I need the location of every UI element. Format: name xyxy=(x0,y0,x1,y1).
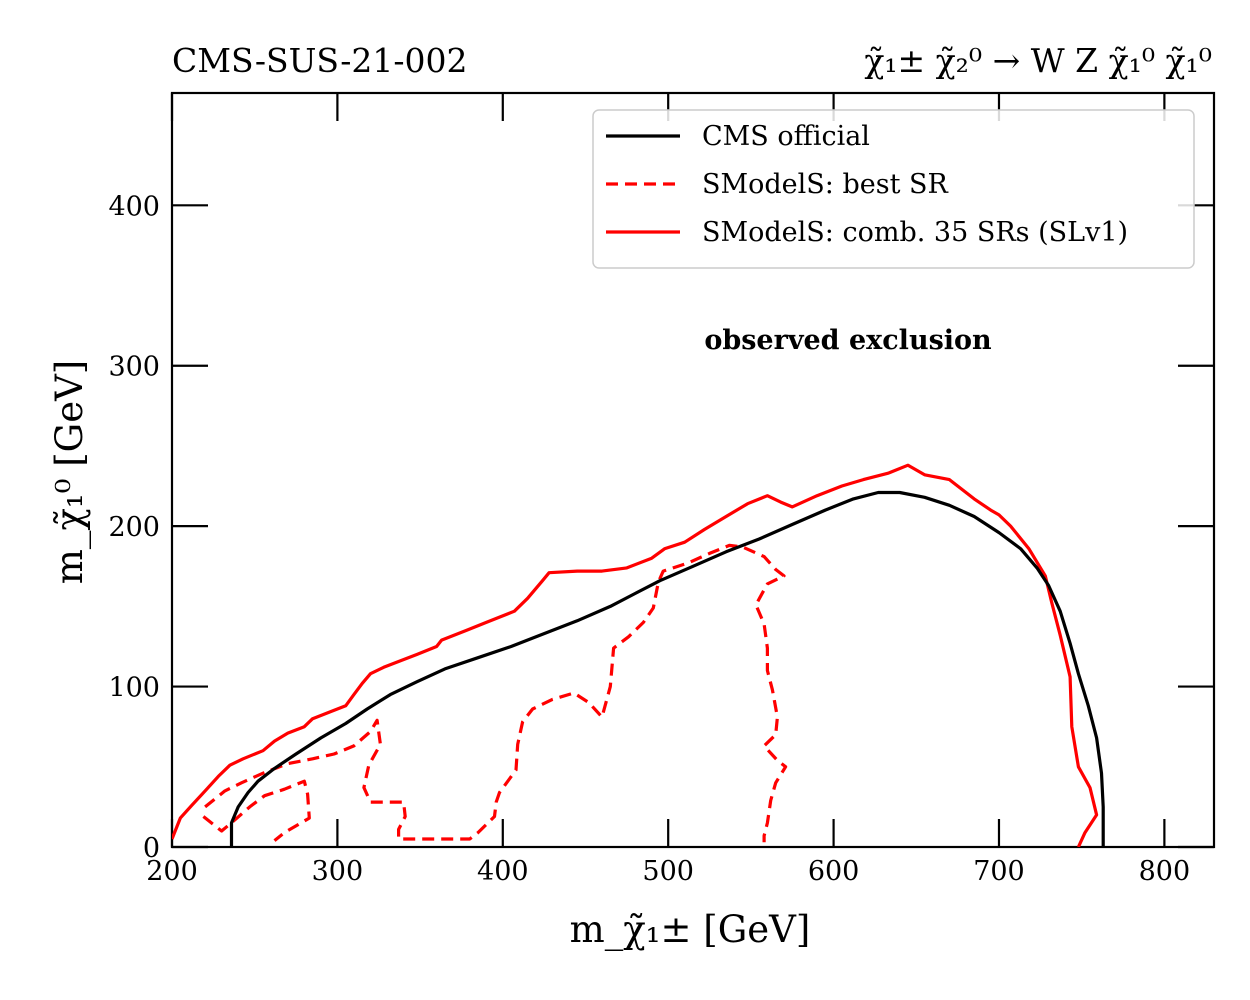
x-tick-label: 400 xyxy=(477,856,529,887)
annotation-observed-exclusion: observed exclusion xyxy=(704,325,992,356)
y-tick-label: 100 xyxy=(108,673,160,704)
y-axis-label: m_χ̃₁⁰ [GeV] xyxy=(48,360,92,584)
series-lines xyxy=(172,463,1105,847)
plot-frame xyxy=(170,91,1216,849)
title-left: CMS-SUS-21-002 xyxy=(172,41,468,80)
y-tick-label: 400 xyxy=(108,191,160,222)
legend-entry-2: SModelS: comb. 35 SRs (SLv1) xyxy=(702,217,1128,248)
series-line-0-segment-0 xyxy=(229,490,1105,847)
x-tick-label: 800 xyxy=(1139,856,1191,887)
series-line-1-segment-0 xyxy=(202,779,311,842)
x-tick-label: 300 xyxy=(312,856,364,887)
y-tick-label: 300 xyxy=(108,352,160,383)
x-tick-label: 600 xyxy=(808,856,860,887)
x-tick-label: 200 xyxy=(146,856,198,887)
series-line-1-segment-1 xyxy=(204,543,788,843)
title-right: χ̃₁± χ̃₂⁰ → W Z χ̃₁⁰ χ̃₁⁰ xyxy=(864,41,1212,80)
y-tick-label: 0 xyxy=(143,833,160,864)
legend-entry-0: CMS official xyxy=(702,121,870,152)
legend: CMS official SModelS: best SR SModelS: com… xyxy=(592,109,1195,269)
tick-labels: 200 300 400 500 600 700 800 0 100 200 300 400 xyxy=(108,191,1190,887)
x-axis-label: m_χ̃₁± [GeV] xyxy=(570,908,811,952)
series-line-2-segment-0 xyxy=(172,463,1099,847)
x-tick-label: 700 xyxy=(973,856,1025,887)
x-tick-label: 500 xyxy=(642,856,694,887)
y-tick-label: 200 xyxy=(108,512,160,543)
legend-entry-1: SModelS: best SR xyxy=(702,169,949,200)
legend-box xyxy=(592,109,1195,269)
